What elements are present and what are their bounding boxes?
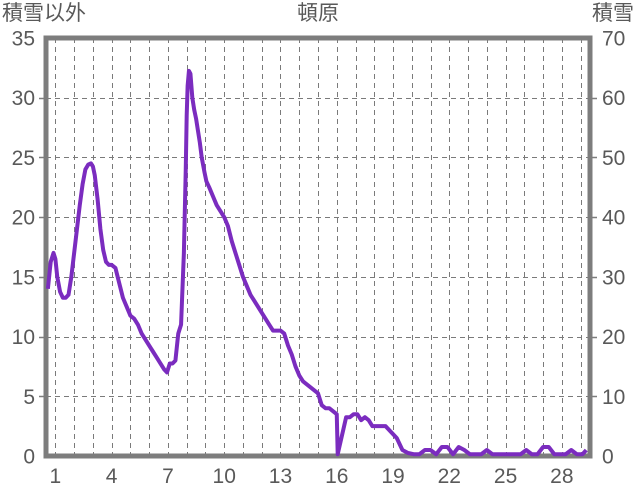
left-axis-tick-labels: 0 5 10 15 20 25 30 35 <box>12 28 35 469</box>
right-tick-40: 40 <box>602 207 625 230</box>
series-line-0 <box>45 68 588 457</box>
right-tick-60: 60 <box>602 87 625 110</box>
left-axis-header-label: 積雪以外 <box>2 2 86 25</box>
x-tick-28: 28 <box>550 465 573 488</box>
x-tick-13: 13 <box>269 465 292 488</box>
left-tick-10: 10 <box>12 326 35 349</box>
axis-frame <box>43 35 593 459</box>
x-tick-1: 1 <box>50 465 62 488</box>
left-tick-15: 15 <box>12 266 35 289</box>
left-tick-35: 35 <box>12 28 35 51</box>
right-axis-header-label: 積雪 <box>592 2 634 25</box>
horizontal-gridlines <box>46 98 590 397</box>
left-tick-0: 0 <box>23 446 35 469</box>
x-tick-4: 4 <box>106 465 118 488</box>
right-tick-10: 10 <box>602 386 625 409</box>
x-tick-25: 25 <box>494 465 517 488</box>
left-tick-20: 20 <box>12 207 35 230</box>
x-tick-10: 10 <box>213 465 236 488</box>
right-tick-0: 0 <box>602 446 614 469</box>
x-tick-7: 7 <box>162 465 174 488</box>
right-tick-30: 30 <box>602 266 625 289</box>
right-tick-50: 50 <box>602 147 625 170</box>
x-tick-16: 16 <box>325 465 348 488</box>
right-axis-tick-labels: 0 10 20 30 40 50 60 70 <box>602 28 625 469</box>
x-tick-19: 19 <box>381 465 404 488</box>
left-tick-25: 25 <box>12 147 35 170</box>
chart-title: 頓原 <box>297 2 339 25</box>
left-tick-5: 5 <box>23 386 35 409</box>
right-tick-70: 70 <box>602 28 625 51</box>
data-series-group <box>45 68 588 457</box>
left-tick-30: 30 <box>12 87 35 110</box>
right-tick-20: 20 <box>602 326 625 349</box>
x-tick-22: 22 <box>438 465 461 488</box>
x-axis-tick-labels: 1 4 7 10 13 16 19 22 25 28 <box>50 465 574 488</box>
